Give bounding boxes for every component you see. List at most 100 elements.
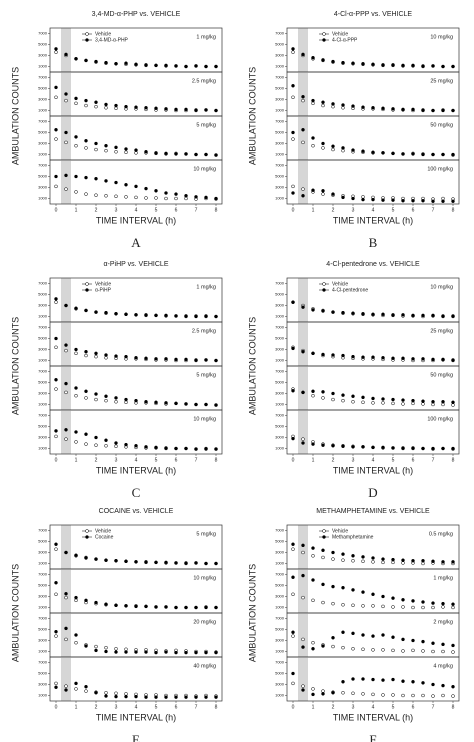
vehicle-point: [54, 300, 58, 304]
injection-shade: [298, 569, 308, 613]
vehicle-point: [451, 650, 455, 654]
y-tick-label: 5000: [38, 627, 48, 632]
x-axis-label: TIME INTERVAL (h): [96, 712, 176, 722]
drug-point: [174, 152, 178, 156]
injection-shade: [61, 569, 71, 613]
y-tick-label: 5000: [275, 583, 285, 588]
panel-letter: D: [368, 485, 377, 500]
y-tick-label: 7000: [38, 75, 48, 80]
drug-point: [371, 592, 375, 597]
vehicle-point: [421, 605, 425, 610]
drug-point: [164, 151, 168, 156]
drug-point: [114, 396, 118, 400]
vehicle-point: [361, 692, 365, 696]
drug-point: [421, 357, 425, 361]
y-tick-label: 5000: [275, 130, 285, 135]
vehicle-point: [371, 560, 375, 564]
vehicle-point: [301, 140, 305, 145]
dose-label: 40 mg/kg: [193, 663, 216, 669]
y-tick-label: 3000: [38, 53, 48, 58]
drug-point: [94, 100, 98, 104]
drug-point: [114, 62, 118, 66]
drug-point: [144, 560, 148, 564]
vehicle-point: [104, 398, 108, 403]
drug-point: [381, 106, 385, 111]
legend-label: Cocaine: [95, 534, 114, 540]
drug-point: [371, 677, 375, 682]
vehicle-point: [114, 194, 118, 199]
drug-point: [74, 681, 78, 686]
drug-point: [94, 59, 98, 64]
y-tick-label: 7000: [275, 75, 285, 80]
vehicle-point: [84, 353, 88, 358]
x-tick-label: 8: [215, 704, 218, 710]
x-tick-label: 3: [352, 457, 355, 463]
drug-point: [341, 353, 345, 358]
drug-point: [54, 297, 58, 301]
y-tick-label: 7000: [275, 163, 285, 168]
vehicle-point: [451, 694, 455, 698]
drug-point: [94, 141, 98, 146]
drug-point: [391, 446, 395, 450]
dose-label: 25 mg/kg: [430, 328, 453, 334]
vehicle-point: [431, 694, 435, 698]
drug-point: [421, 446, 425, 451]
drug-point: [421, 559, 425, 563]
drug-point: [321, 692, 325, 696]
drug-point: [301, 543, 305, 548]
vehicle-point: [84, 192, 88, 196]
drug-point: [421, 639, 425, 644]
x-tick-label: 8: [215, 457, 218, 463]
vehicle-point: [74, 393, 78, 398]
drug-point: [431, 601, 435, 605]
vehicle-point: [291, 681, 295, 686]
drug-point: [74, 553, 78, 557]
y-tick-label: 3000: [38, 347, 48, 352]
legend-label: Vehicle: [95, 31, 111, 37]
panel-letter: A: [131, 235, 141, 250]
drug-point: [204, 650, 208, 655]
drug-point: [74, 174, 78, 179]
drug-point: [411, 680, 415, 684]
drug-point: [361, 105, 365, 109]
drug-point: [114, 603, 118, 608]
drug-point: [164, 107, 168, 111]
drug-point: [204, 358, 208, 362]
drug-point: [114, 694, 118, 699]
dose-label: 1 mg/kg: [433, 575, 453, 581]
vehicle-point: [74, 143, 78, 148]
legend-marker: [85, 32, 89, 36]
vehicle-point: [64, 595, 68, 600]
vehicle-point: [64, 437, 68, 441]
drug-point: [104, 438, 108, 442]
drug-point: [431, 64, 435, 68]
drug-point: [321, 390, 325, 394]
drug-point: [381, 356, 385, 360]
drug-point: [154, 650, 158, 655]
dose-label: 1 mg/kg: [196, 284, 216, 290]
y-tick-label: 7000: [275, 31, 285, 36]
legend-marker: [322, 38, 326, 42]
drug-point: [411, 313, 415, 318]
x-tick-label: 5: [155, 704, 158, 710]
vehicle-point: [54, 387, 58, 391]
drug-point: [124, 694, 128, 699]
drug-point: [451, 199, 455, 203]
drug-point: [401, 558, 405, 562]
drug-point: [144, 150, 148, 154]
vehicle-point: [64, 98, 68, 103]
drug-point: [154, 189, 158, 193]
drug-point: [154, 313, 158, 318]
vehicle-point: [54, 681, 58, 686]
drug-point: [174, 107, 178, 112]
drug-point: [144, 604, 148, 609]
drug-point: [134, 650, 138, 654]
drug-point: [164, 650, 168, 654]
drug-point: [311, 692, 315, 697]
drug-point: [311, 442, 315, 446]
drug-point: [341, 310, 345, 315]
y-tick-label: 7000: [38, 528, 48, 533]
drug-point: [341, 680, 345, 684]
drug-point: [291, 575, 295, 579]
vehicle-point: [321, 600, 325, 605]
